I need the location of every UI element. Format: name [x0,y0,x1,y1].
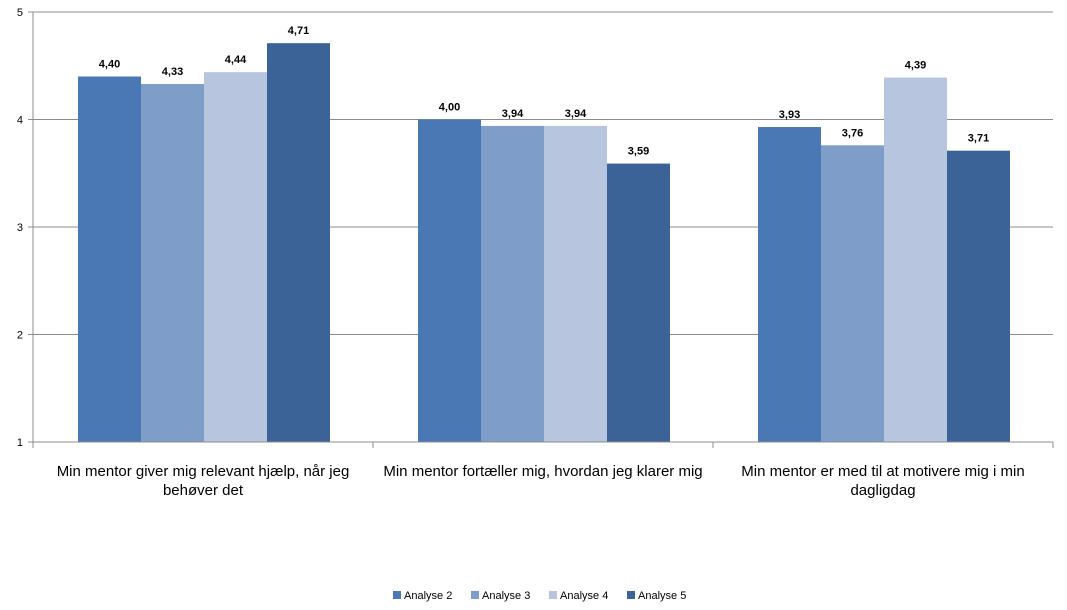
data-label: 4,39 [905,60,926,72]
bar [204,72,267,442]
legend-label: Analyse 3 [482,590,530,602]
category-label: Min mentor er med til at motivere mig i … [741,463,1024,480]
y-tick-label: 5 [17,7,23,19]
data-label: 3,94 [565,108,587,120]
bar [141,84,204,443]
data-label: 3,76 [842,127,863,139]
data-label: 3,94 [502,108,524,120]
bar [267,43,330,443]
category-label: behøver det [163,482,244,499]
legend-swatch [627,591,635,599]
legend-swatch [471,591,479,599]
data-label: 4,40 [99,59,120,71]
y-tick-label: 4 [17,115,23,127]
data-label: 4,00 [439,102,460,114]
bar [481,125,544,442]
bar [544,125,607,442]
bar [758,127,821,443]
legend-swatch [393,591,401,599]
y-tick-label: 1 [17,437,23,449]
y-tick-label: 2 [17,330,23,342]
legend-swatch [549,591,557,599]
category-label: Min mentor giver mig relevant hjælp, når… [57,463,350,480]
data-label: 4,71 [288,25,309,37]
category-label: Min mentor fortæller mig, hvordan jeg kl… [383,463,702,480]
bar [884,77,947,442]
data-label: 3,59 [628,146,649,158]
legend-label: Analyse 5 [638,590,686,602]
category-label: dagligdag [850,482,915,499]
bar [607,163,670,442]
legend-label: Analyse 2 [404,590,452,602]
data-label: 3,93 [779,109,800,121]
y-tick-label: 3 [17,222,23,234]
data-label: 4,44 [225,54,247,66]
bar [78,76,141,442]
bar [418,119,481,442]
data-label: 3,71 [968,133,989,145]
bar [947,150,1010,443]
legend-label: Analyse 4 [560,590,608,602]
bar [821,145,884,443]
data-label: 4,33 [162,66,183,78]
